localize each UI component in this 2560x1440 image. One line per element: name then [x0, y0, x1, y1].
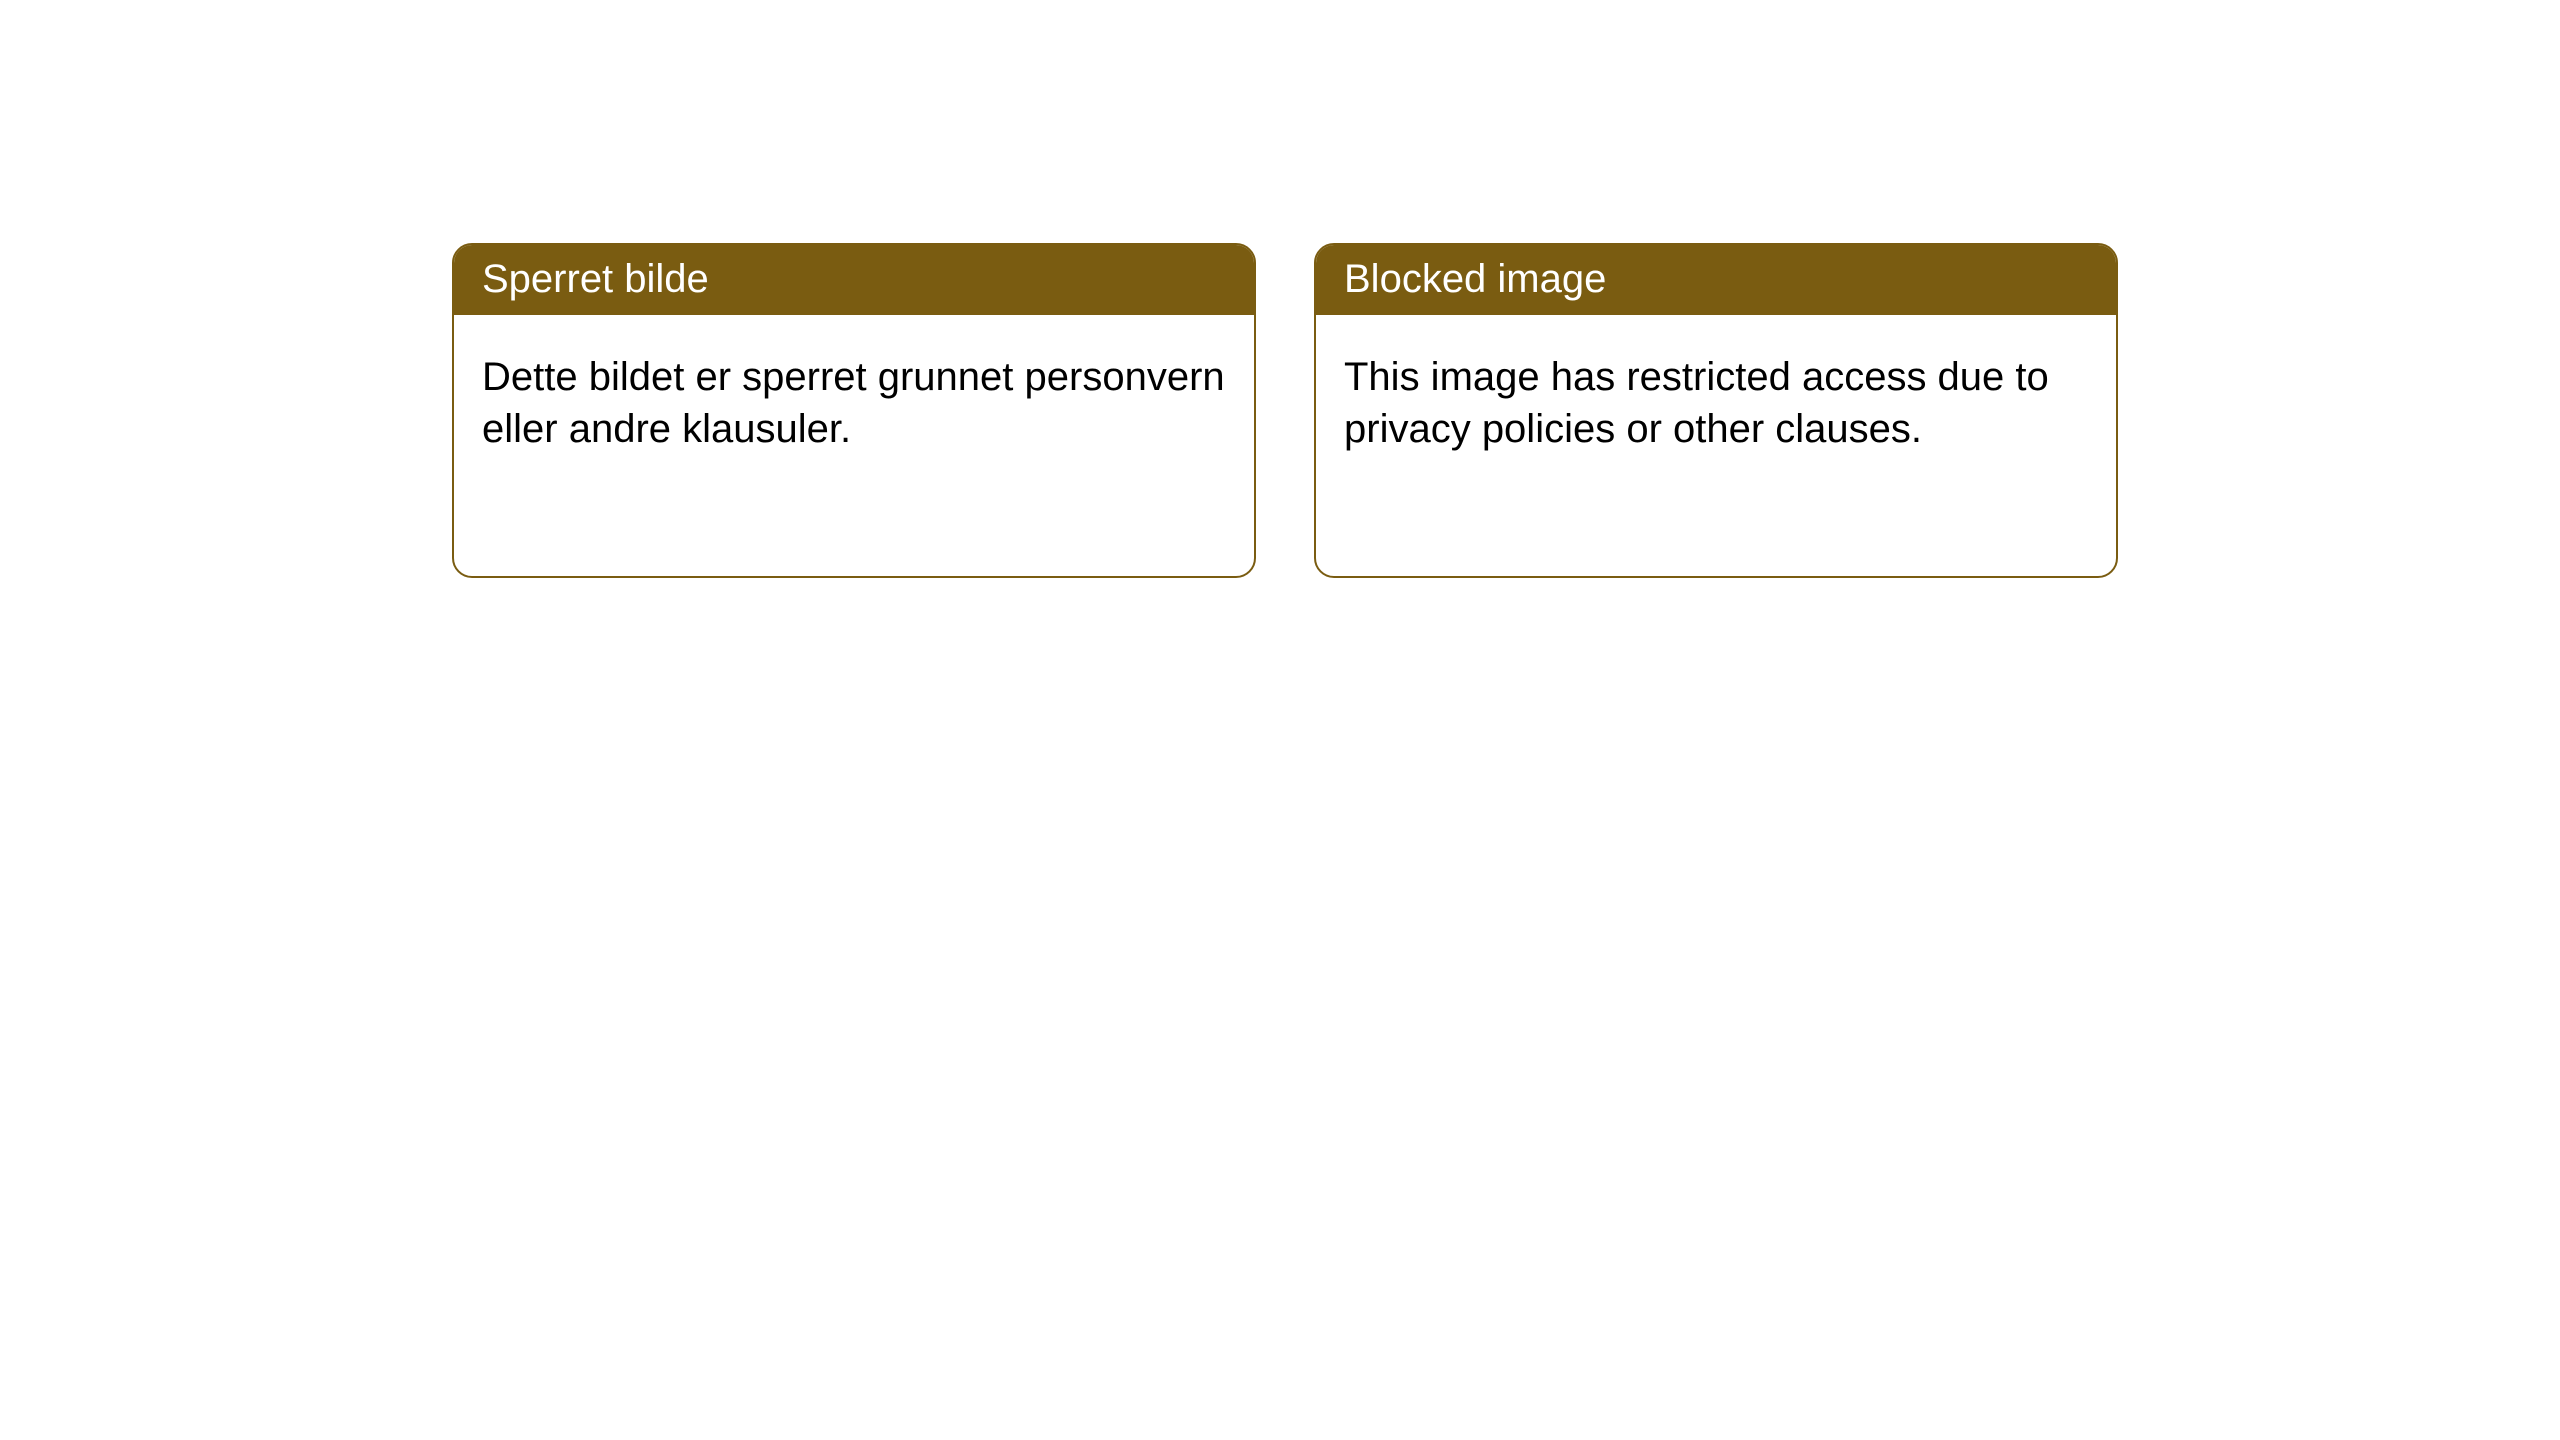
notice-card-body: This image has restricted access due to … — [1316, 315, 2116, 491]
notice-container: Sperret bilde Dette bildet er sperret gr… — [0, 0, 2560, 578]
notice-card-norwegian: Sperret bilde Dette bildet er sperret gr… — [452, 243, 1256, 578]
notice-card-english: Blocked image This image has restricted … — [1314, 243, 2118, 578]
notice-card-title: Blocked image — [1316, 245, 2116, 315]
notice-card-title: Sperret bilde — [454, 245, 1254, 315]
notice-card-body: Dette bildet er sperret grunnet personve… — [454, 315, 1254, 491]
